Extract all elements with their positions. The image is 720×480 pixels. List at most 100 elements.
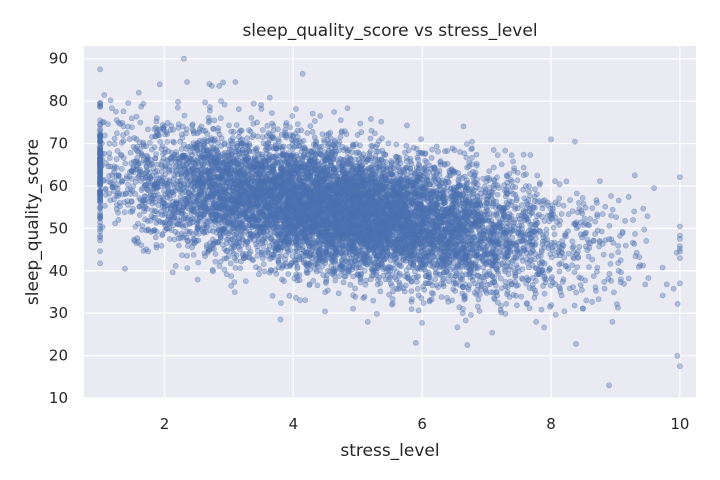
scatter-point — [107, 97, 114, 104]
scatter-point — [97, 178, 103, 185]
scatter-point — [277, 230, 284, 237]
scatter-point — [210, 268, 216, 275]
scatter-point — [255, 271, 262, 278]
scatter-point — [486, 168, 493, 175]
scatter-point — [371, 250, 378, 256]
scatter-point — [520, 151, 527, 158]
scatter-point — [476, 217, 483, 224]
scatter-point — [189, 244, 195, 251]
scatter-point — [426, 181, 433, 188]
scatter-point — [498, 302, 504, 309]
scatter-point — [216, 203, 223, 210]
scatter-point — [165, 216, 172, 223]
scatter-point — [128, 124, 135, 130]
scatter-point — [559, 278, 566, 285]
scatter-point — [278, 223, 284, 230]
scatter-point — [622, 217, 628, 224]
scatter-point — [194, 192, 200, 199]
scatter-point — [429, 146, 435, 153]
scatter-point — [332, 277, 339, 284]
scatter-point — [382, 265, 389, 272]
scatter-point — [271, 186, 278, 192]
scatter-point — [315, 172, 322, 179]
scatter-point — [324, 216, 331, 223]
scatter-point — [227, 137, 234, 144]
scatter-point — [190, 251, 197, 258]
scatter-point — [578, 231, 584, 238]
scatter-point — [302, 231, 308, 238]
scatter-point — [254, 133, 261, 140]
scatter-point — [304, 204, 311, 211]
scatter-point — [272, 184, 279, 190]
scatter-point — [220, 168, 226, 175]
scatter-point — [262, 146, 269, 153]
scatter-point — [569, 238, 576, 245]
scatter-point — [316, 233, 323, 240]
scatter-point — [329, 173, 336, 180]
scatter-point — [259, 249, 265, 255]
scatter-point — [425, 240, 432, 247]
scatter-point — [207, 149, 214, 156]
scatter-point — [408, 288, 415, 294]
scatter-point — [677, 223, 683, 230]
scatter-point — [350, 183, 357, 190]
scatter-point — [260, 261, 267, 268]
scatter-point — [367, 135, 374, 142]
scatter-point — [495, 270, 502, 277]
scatter-point — [473, 252, 480, 259]
scatter-point — [560, 276, 567, 283]
scatter-point — [286, 143, 293, 150]
scatter-point — [561, 308, 568, 315]
scatter-point — [346, 209, 353, 216]
scatter-point — [571, 302, 578, 309]
scatter-point — [319, 201, 326, 208]
scatter-point — [230, 128, 237, 135]
scatter-point — [364, 242, 371, 249]
scatter-point — [518, 293, 525, 300]
scatter-point — [221, 195, 227, 202]
scatter-point — [210, 195, 216, 202]
scatter-point — [252, 217, 258, 223]
scatter-point — [573, 289, 580, 296]
scatter-point — [267, 193, 274, 199]
scatter-point — [548, 302, 555, 308]
scatter-point — [498, 285, 505, 291]
scatter-point — [357, 181, 364, 188]
scatter-point — [143, 246, 150, 253]
scatter-point — [544, 202, 551, 208]
scatter-point — [541, 290, 548, 297]
scatter-point — [311, 198, 318, 205]
scatter-point — [597, 178, 603, 184]
scatter-point — [180, 204, 187, 210]
scatter-point — [640, 262, 646, 269]
scatter-point — [442, 148, 448, 155]
scatter-point — [354, 207, 361, 213]
scatter-point — [573, 340, 579, 347]
scatter-point — [383, 268, 390, 275]
scatter-point — [366, 238, 372, 245]
scatter-point — [102, 202, 108, 209]
scatter-point — [158, 242, 165, 249]
scatter-point — [572, 138, 578, 145]
scatter-point — [186, 229, 193, 236]
scatter-point — [352, 285, 358, 292]
scatter-point — [386, 228, 393, 235]
scatter-point — [493, 238, 500, 245]
scatter-point — [476, 308, 483, 314]
scatter-point — [296, 176, 302, 183]
scatter-point — [538, 306, 545, 313]
scatter-point — [192, 163, 199, 170]
scatter-point — [334, 203, 341, 210]
scatter-point — [445, 244, 451, 251]
scatter-point — [198, 180, 205, 187]
scatter-point — [431, 165, 438, 171]
scatter-point — [360, 231, 367, 238]
scatter-point — [459, 310, 466, 317]
plot-area — [84, 46, 696, 398]
scatter-point — [159, 178, 166, 185]
scatter-point — [115, 209, 121, 216]
scatter-point — [299, 70, 306, 77]
scatter-point — [389, 214, 396, 221]
scatter-point — [367, 116, 374, 122]
scatter-point — [286, 195, 292, 201]
